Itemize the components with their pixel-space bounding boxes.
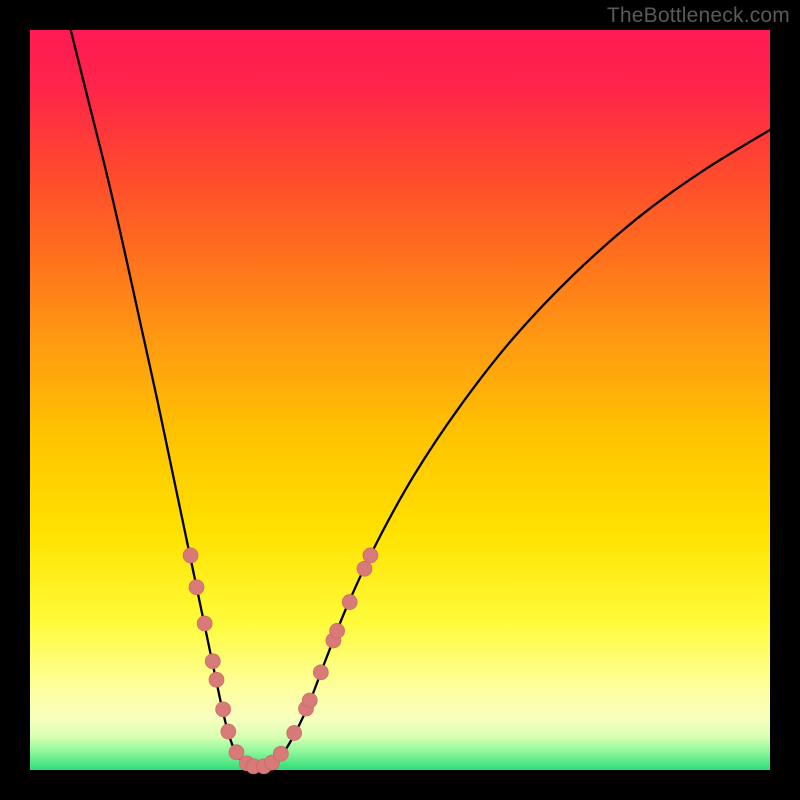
marker-point	[273, 746, 288, 761]
marker-point	[197, 616, 212, 631]
bottleneck-curve	[30, 30, 770, 770]
marker-point	[330, 623, 345, 638]
marker-point	[209, 672, 224, 687]
marker-point	[183, 548, 198, 563]
marker-point	[342, 595, 357, 610]
marker-point	[302, 693, 317, 708]
marker-point	[357, 561, 372, 576]
marker-point	[221, 724, 236, 739]
marker-point	[313, 665, 328, 680]
curve-left	[71, 30, 260, 767]
plot-area	[30, 30, 770, 770]
curve-markers	[183, 548, 378, 774]
marker-point	[189, 580, 204, 595]
marker-point	[216, 702, 231, 717]
chart-frame: TheBottleneck.com	[0, 0, 800, 800]
marker-point	[205, 654, 220, 669]
marker-point	[287, 726, 302, 741]
marker-point	[363, 548, 378, 563]
curve-right	[259, 130, 770, 767]
attribution-label: TheBottleneck.com	[607, 4, 790, 28]
